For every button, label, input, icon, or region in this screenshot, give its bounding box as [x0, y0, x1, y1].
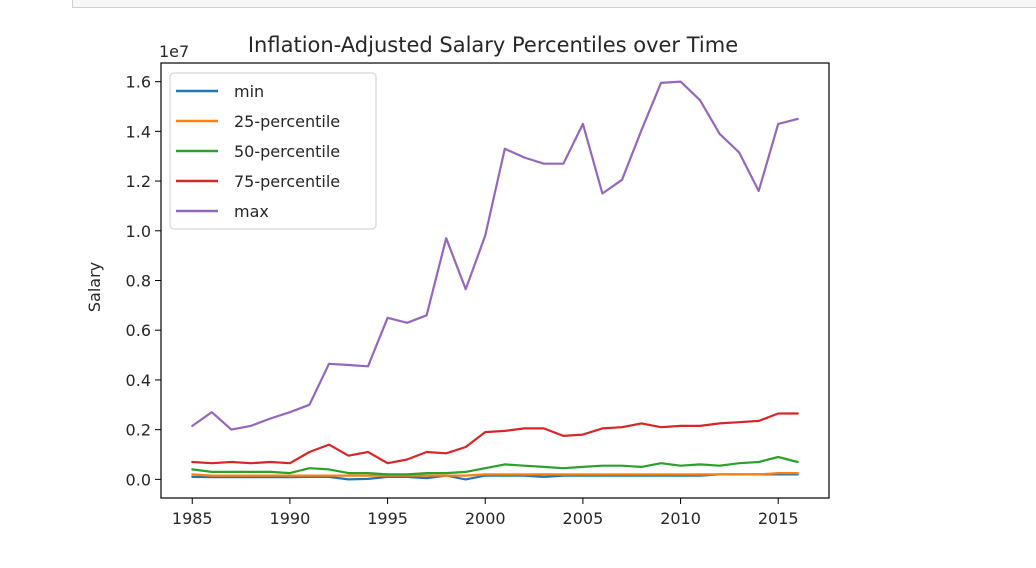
x-tick-label: 2010 [660, 509, 701, 528]
x-tick-label: 1990 [270, 509, 311, 528]
y-tick-label: 1.2 [126, 172, 151, 191]
chart-title: Inflation-Adjusted Salary Percentiles ov… [248, 33, 738, 57]
series-line-min [191, 473, 799, 481]
legend-label: min [234, 82, 264, 101]
y-tick-label: 0.8 [126, 272, 151, 291]
plot-area: 1985 1990 1995 2000 2005 2010 2015 0.0 0.2 0.4 0.6… [126, 62, 830, 528]
legend-box [169, 72, 377, 230]
y-tick-label: 1.0 [126, 222, 151, 241]
y-tick-label: 0.4 [126, 371, 151, 390]
series-line-max [191, 80, 799, 431]
y-tick-label: 0.6 [126, 321, 151, 340]
x-tick-label: 2000 [465, 509, 506, 528]
series-line-25-percentile [191, 472, 799, 477]
y-offset-label: 1e7 [159, 42, 189, 61]
legend-label: 75-percentile [234, 172, 340, 191]
y-tick-label: 0.0 [126, 470, 151, 489]
y-tick-label: 1.6 [126, 73, 151, 92]
y-tick-label: 1.4 [126, 122, 151, 141]
x-tick-label: 1985 [172, 509, 213, 528]
legend-label: max [234, 202, 269, 221]
legend-label: 50-percentile [234, 142, 340, 161]
x-tick-label: 2015 [758, 509, 799, 528]
series-line-75-percentile [191, 412, 799, 465]
legend: min 25-percentile 50-percentile 75-percenti… [169, 72, 377, 230]
x-tick-label: 2005 [563, 509, 604, 528]
y-axis-label: Salary [85, 262, 104, 312]
x-tick-label: 1995 [367, 509, 408, 528]
y-tick-label: 0.2 [126, 421, 151, 440]
legend-label: 25-percentile [234, 112, 340, 131]
series-line-50-percentile [191, 455, 799, 476]
notebook-cell-input-edge [72, 0, 1036, 8]
